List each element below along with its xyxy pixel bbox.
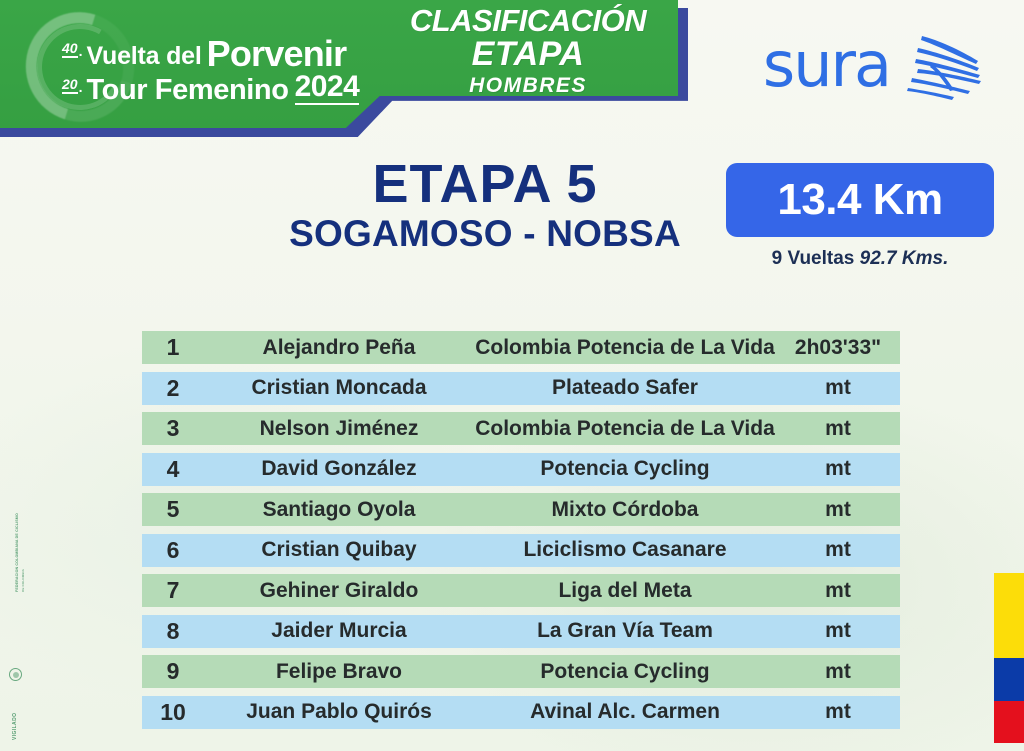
row-position: 4	[166, 455, 180, 482]
sura-wing-icon	[907, 36, 981, 100]
row-position: 5	[166, 496, 180, 522]
event-logo-ordinal-men: 40	[62, 40, 78, 58]
row-rider-name: Cristian Moncada	[251, 376, 427, 399]
event-logo: 40 . Vuelta del Porvenir 20 . Tour Femen…	[62, 33, 360, 106]
stage-distance-badge: 13.4 Km	[726, 163, 994, 237]
row-position: 10	[160, 698, 186, 725]
row-rider-name: Felipe Bravo	[275, 659, 403, 683]
row-time: mt	[825, 416, 851, 440]
header-banner: 40 . Vuelta del Porvenir 20 . Tour Femen…	[0, 0, 700, 141]
row-rider-name: Nelson Jiménez	[259, 416, 419, 440]
row-rider-name: Cristian Quibay	[261, 538, 417, 561]
row-team-name: La Gran Vía Team	[537, 619, 713, 642]
colombia-flag-icon	[994, 573, 1024, 743]
row-team-name: Mixto Córdoba	[551, 497, 699, 521]
row-position: 2	[166, 374, 180, 401]
flag-stripe-red	[994, 700, 1024, 743]
table-row: 3 Nelson Jiménez Colombia Potencia de La V…	[142, 412, 900, 445]
event-logo-ordinal-women-dot: .	[78, 79, 83, 95]
row-position: 8	[166, 617, 180, 644]
row-rider-name: Juan Pablo Quirós	[246, 700, 432, 723]
event-logo-line2-word: Tour Femenino	[86, 74, 289, 106]
row-rider-name: David González	[261, 457, 417, 480]
event-logo-line1-highlight: Porvenir	[206, 33, 347, 74]
row-rider-name: Alejandro Peña	[262, 335, 416, 359]
row-time: mt	[825, 538, 851, 561]
row-time: mt	[825, 700, 851, 723]
banner-title: CLASIFICACIÓN ETAPA HOMBRES	[388, 5, 668, 100]
row-time: mt	[825, 619, 851, 642]
row-team-name: Colombia Potencia de La Vida	[475, 416, 775, 440]
flag-stripe-yellow	[994, 573, 1024, 658]
row-position: 9	[166, 658, 180, 684]
row-time: mt	[825, 497, 851, 521]
banner-title-line1: CLASIFICACIÓN	[409, 3, 647, 38]
sponsor-logo: sura	[763, 28, 982, 102]
table-row: 8 Jaider Murcia La Gran Vía Team mt	[142, 614, 900, 648]
row-rider-name: Gehiner Giraldo	[259, 578, 419, 602]
table-row: 7 Gehiner Giraldo Liga del Meta mt	[142, 574, 900, 607]
event-logo-ordinal-women: 20	[62, 76, 78, 94]
event-logo-ordinal-men-dot: .	[78, 43, 83, 59]
stage-number: ETAPA 5	[372, 154, 598, 214]
row-position: 7	[166, 577, 180, 603]
flag-stripe-blue	[994, 658, 1024, 701]
row-team-name: Avinal Alc. Carmen	[530, 700, 720, 723]
banner-title-line2: ETAPA	[471, 34, 585, 73]
event-logo-year: 2024	[294, 70, 360, 105]
row-time: mt	[825, 578, 851, 602]
row-team-name: Liga del Meta	[558, 578, 692, 602]
table-row: 5 Santiago Oyola Mixto Córdoba mt	[142, 493, 900, 526]
row-team-name: Potencia Cycling	[540, 659, 710, 683]
event-logo-line1-word: Vuelta del	[86, 42, 202, 70]
table-row: 4 David González Potencia Cycling mt	[142, 452, 900, 486]
row-position: 1	[166, 334, 180, 360]
stage-heading: ETAPA 5 SOGAMOSO - NOBSA	[250, 155, 720, 256]
row-position: 6	[166, 536, 180, 563]
results-table: 1 Alejandro Peña Colombia Potencia de La V…	[142, 331, 900, 736]
table-row: 9 Felipe Bravo Potencia Cycling mt	[142, 655, 900, 688]
row-time: 2h03'33"	[794, 335, 882, 359]
stage-route: SOGAMOSO - NOBSA	[289, 213, 681, 255]
sponsor-name: sura	[762, 28, 892, 101]
watermark-line-c: VIGILADO	[12, 712, 18, 740]
table-row: 6 Cristian Quibay Liciclismo Casanare mt	[142, 533, 900, 567]
table-row: 2 Cristian Moncada Plateado Safer mt	[142, 371, 900, 405]
row-team-name: Potencia Cycling	[540, 457, 710, 480]
watermark-line-a: FEDERACION COLOMBIANA DE CICLISMO	[15, 513, 19, 592]
row-rider-name: Jaider Murcia	[271, 619, 407, 642]
stage-laps-label: 9 Vueltas	[771, 248, 855, 269]
row-position: 3	[166, 415, 180, 441]
table-row: 10 Juan Pablo Quirós Avinal Alc. Carmen mt	[142, 695, 900, 729]
row-team-name: Liciclismo Casanare	[523, 538, 727, 561]
watermark-line-b: DE COLOMBIA	[21, 569, 25, 592]
row-time: mt	[825, 457, 851, 480]
row-team-name: Plateado Safer	[552, 376, 698, 399]
row-rider-name: Santiago Oyola	[262, 497, 416, 521]
banner-title-line3: HOMBRES	[469, 74, 587, 98]
row-time: mt	[825, 376, 851, 399]
stage-laps-info: 9 Vueltas 92.7 Kms.	[726, 248, 994, 270]
row-team-name: Colombia Potencia de La Vida	[475, 335, 775, 359]
table-row: 1 Alejandro Peña Colombia Potencia de La V…	[142, 331, 900, 364]
certification-seal-icon	[9, 668, 22, 681]
row-time: mt	[825, 659, 851, 683]
edge-watermark: FEDERACION COLOMBIANA DE CICLISMO DE COL…	[4, 410, 26, 740]
stage-total-distance: 92.7 Kms.	[859, 248, 949, 269]
